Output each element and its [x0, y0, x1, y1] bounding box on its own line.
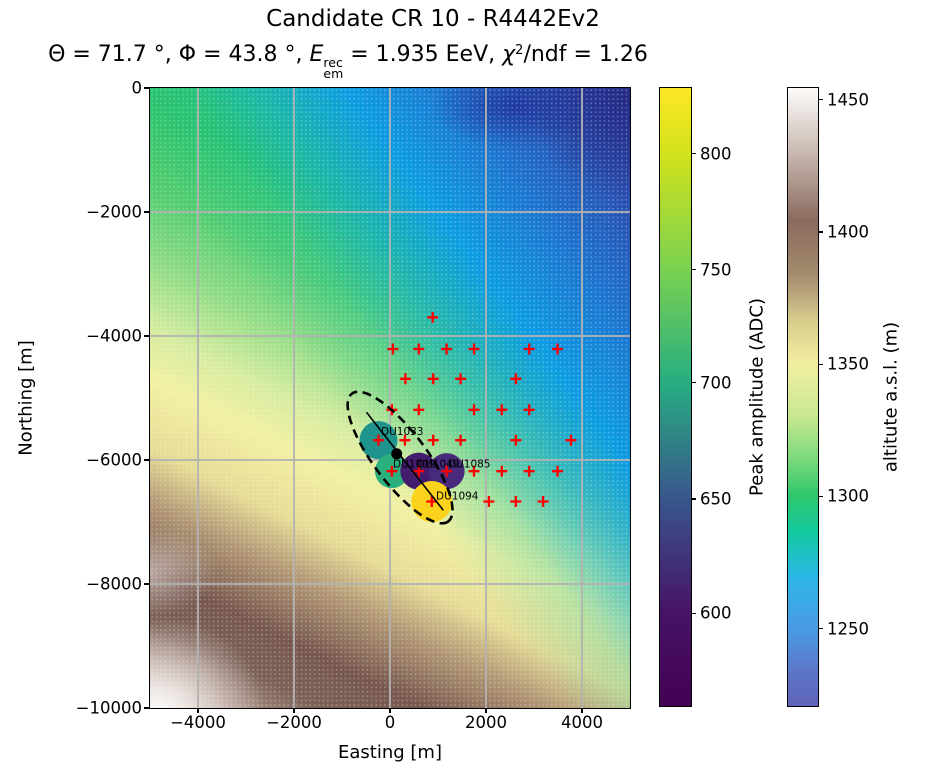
gridline-vertical [293, 88, 295, 708]
x-tick-label: −4000 [170, 713, 226, 732]
gridline-horizontal [150, 335, 630, 337]
gridline-horizontal [150, 583, 630, 585]
x-tick-label: 0 [384, 713, 396, 732]
gridline-vertical [197, 88, 199, 708]
x-tick-mark [581, 708, 583, 713]
y-tick-mark [144, 87, 149, 89]
subtitle-chi-exponent: 2 [515, 42, 524, 58]
colorbar-tick-label: 650 [700, 489, 732, 509]
colorbar2-label: altitute a.s.l. (m) [880, 321, 902, 473]
shower-core-dot [391, 448, 403, 460]
x-tick-mark [197, 708, 199, 713]
colorbar-tick-mark [818, 231, 823, 233]
colorbar-tick-mark [691, 382, 696, 384]
core-error-ellipse [346, 390, 454, 525]
colorbar-tick-mark [691, 612, 696, 614]
colorbar-tick-mark [691, 152, 696, 155]
colorbar-tick-label: 1300 [827, 486, 869, 506]
shower-axis-line [365, 411, 444, 511]
gridline-vertical [581, 88, 583, 708]
y-tick-mark [144, 335, 149, 337]
x-tick-mark [293, 708, 295, 713]
colorbar-tick-mark [691, 498, 696, 500]
colorbar-altitude [788, 88, 818, 706]
y-tick-label: −10000 [75, 698, 142, 718]
subtitle-theta-phi: Θ = 71.7 °, Φ = 43.8 °, [48, 42, 310, 67]
colorbar-tick-mark [818, 628, 823, 630]
y-tick-label: −8000 [86, 574, 142, 594]
colorbar-tick-label: 1250 [827, 619, 869, 639]
colorbar1-label: Peak amplitude (ADC) [746, 298, 768, 496]
du-label-du1049: DU1049 [417, 459, 460, 471]
colorbar-tick-label: 1350 [827, 354, 869, 374]
colorbar-tick-label: 600 [700, 603, 732, 623]
colorbar-tick-mark [818, 363, 823, 365]
subtitle-energy-supsub: rec em [323, 54, 344, 82]
du-label-du1009: DU1009 [393, 459, 436, 471]
colorbar-tick-label: 750 [700, 260, 732, 280]
gridline-vertical [485, 88, 487, 708]
x-axis-label: Easting [m] [338, 742, 442, 763]
y-tick-label: −6000 [86, 450, 142, 470]
x-tick-label: 4000 [561, 713, 603, 732]
colorbar-tick-label: 1450 [827, 90, 869, 110]
colorbar-peak-amplitude [660, 88, 691, 706]
du-label-du1085: DU1085 [448, 459, 491, 471]
subtitle-energy-symbol: E [309, 42, 324, 67]
y-tick-label: 0 [131, 78, 143, 98]
colorbar-tick-mark [818, 495, 823, 498]
y-tick-mark [144, 583, 149, 585]
colorbar-tick-label: 800 [700, 144, 732, 163]
subtitle-energy-value: = 1.935 EeV, [343, 42, 503, 67]
du-label-du1094: DU1094 [436, 491, 479, 503]
y-tick-label: −4000 [86, 326, 142, 346]
colorbar-tick-label: 1400 [827, 222, 869, 242]
y-axis-label: Northing [m] [15, 340, 37, 456]
colorbar-tick-mark [818, 99, 823, 101]
subtitle-energy-sub: em [323, 66, 344, 82]
y-tick-label: −2000 [86, 202, 142, 222]
colorbar-tick-label: 700 [700, 373, 732, 393]
y-tick-mark [144, 707, 149, 709]
y-tick-mark [144, 211, 149, 213]
colorbar-tick-mark [691, 268, 696, 271]
page-title: Candidate CR 10 - R4442Ev2 [266, 6, 600, 32]
gridline-horizontal [150, 211, 630, 213]
x-tick-mark [485, 708, 487, 713]
subtitle-chi-symbol: χ [502, 42, 516, 67]
subtitle-chi-rest: /ndf = 1.26 [523, 42, 648, 67]
x-tick-label: −2000 [266, 713, 322, 732]
terrain-map [150, 88, 630, 708]
x-tick-mark [389, 708, 391, 713]
du-label-du1033: DU1033 [381, 426, 424, 438]
y-tick-mark [144, 459, 149, 461]
gridline-vertical [389, 88, 391, 708]
subtitle-energy-sup: rec [323, 54, 343, 70]
x-tick-label: 2000 [465, 713, 507, 732]
